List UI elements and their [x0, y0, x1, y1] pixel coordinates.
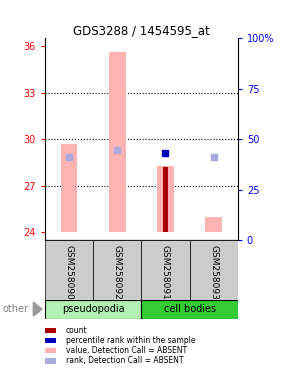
Point [67, 154, 71, 160]
Bar [45, 240, 93, 300]
Text: cell bodies: cell bodies [164, 304, 216, 314]
Bar [93, 240, 142, 300]
Text: GSM258092: GSM258092 [113, 245, 122, 300]
Bar [142, 300, 238, 319]
Text: rank, Detection Call = ABSENT: rank, Detection Call = ABSENT [66, 356, 183, 366]
Text: GSM258090: GSM258090 [65, 245, 74, 300]
Bar [45, 348, 56, 353]
Text: value, Detection Call = ABSENT: value, Detection Call = ABSENT [66, 346, 187, 355]
Point [115, 147, 119, 153]
Bar [205, 217, 222, 232]
Point [163, 150, 168, 156]
Title: GDS3288 / 1454595_at: GDS3288 / 1454595_at [73, 24, 210, 37]
Text: count: count [66, 326, 87, 335]
Bar [45, 328, 56, 333]
Bar [163, 167, 168, 232]
Bar [142, 240, 190, 300]
Text: pseudopodia: pseudopodia [62, 304, 124, 314]
Bar [190, 240, 238, 300]
Text: other: other [3, 304, 29, 314]
Text: percentile rank within the sample: percentile rank within the sample [66, 336, 195, 345]
Point [211, 154, 216, 160]
Bar [45, 358, 56, 364]
Bar [157, 166, 174, 232]
Bar [61, 144, 77, 232]
Bar [45, 300, 142, 319]
Text: GSM258093: GSM258093 [209, 245, 218, 300]
Text: GSM258091: GSM258091 [161, 245, 170, 300]
Bar [45, 338, 56, 343]
Bar [109, 52, 126, 232]
